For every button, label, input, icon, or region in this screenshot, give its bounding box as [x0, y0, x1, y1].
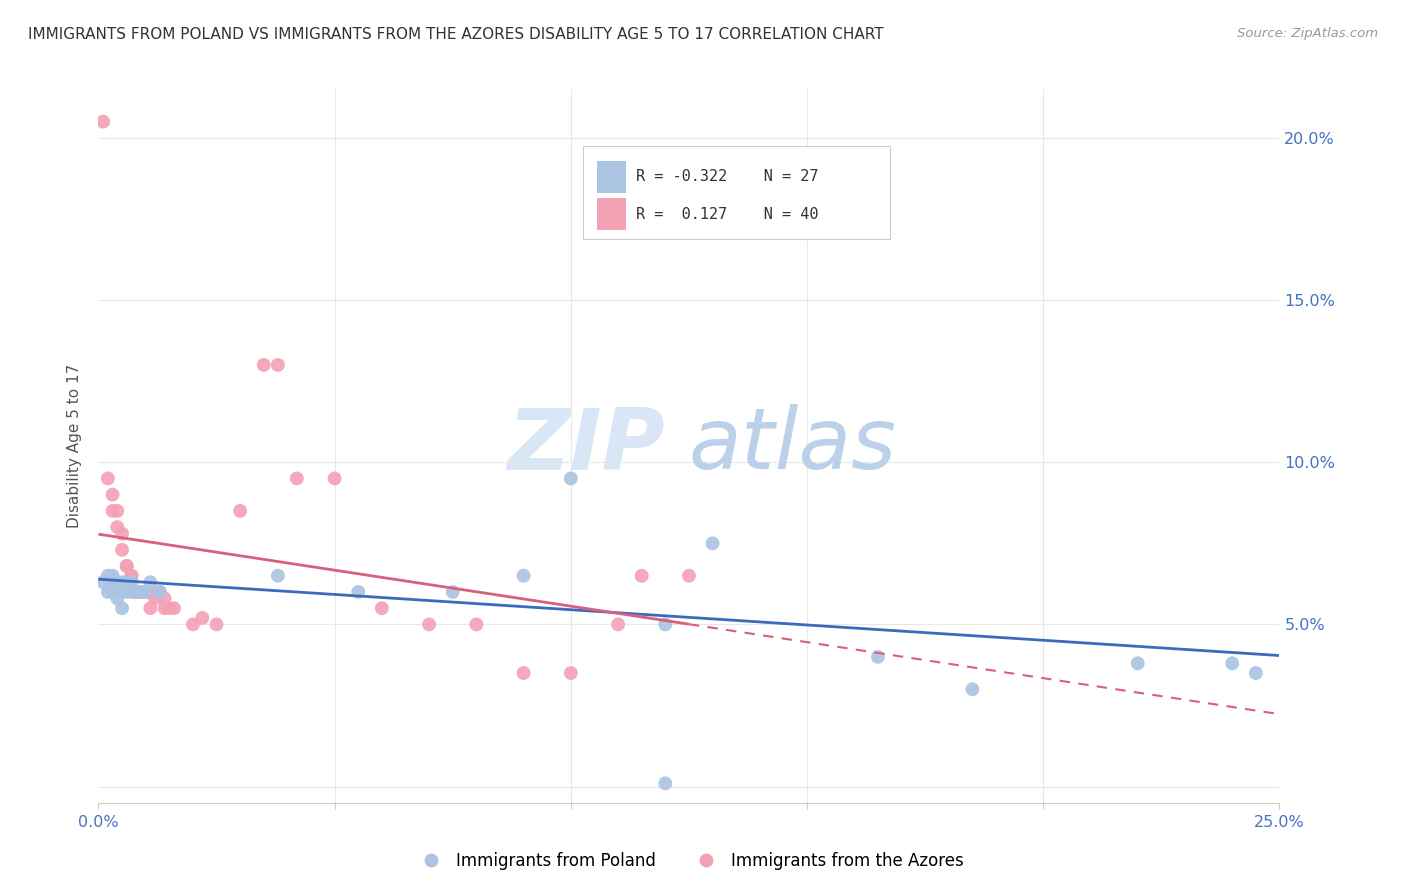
Point: [139, 601, 162, 615]
Point: [267, 568, 290, 582]
Point: [560, 666, 582, 681]
Point: [267, 358, 290, 372]
Point: [371, 601, 394, 615]
Point: [962, 682, 984, 697]
Point: [512, 666, 534, 681]
Point: [111, 526, 134, 541]
Text: R = -0.322    N = 27: R = -0.322 N = 27: [636, 169, 818, 185]
Point: [139, 585, 162, 599]
Point: [111, 542, 134, 557]
Bar: [582, 146, 890, 239]
Point: [1126, 657, 1149, 671]
Point: [153, 601, 176, 615]
Point: [97, 471, 120, 485]
Point: [135, 585, 157, 599]
Point: [121, 575, 143, 590]
Y-axis label: Disability Age 5 to 17: Disability Age 5 to 17: [67, 364, 83, 528]
Point: [115, 575, 138, 590]
Point: [101, 504, 124, 518]
Point: [181, 617, 204, 632]
Point: [630, 568, 652, 582]
Point: [139, 575, 162, 590]
Point: [465, 617, 488, 632]
Point: [702, 536, 724, 550]
Point: [229, 504, 252, 518]
Point: [121, 585, 143, 599]
Point: [101, 488, 124, 502]
Point: [205, 617, 228, 632]
Point: [97, 568, 120, 582]
Point: [1220, 657, 1243, 671]
Point: [101, 585, 124, 599]
Point: [323, 471, 346, 485]
Point: [285, 471, 308, 485]
Point: [512, 568, 534, 582]
Point: [111, 575, 134, 590]
Point: [149, 585, 172, 599]
Point: [163, 601, 186, 615]
Text: R =  0.127    N = 40: R = 0.127 N = 40: [636, 207, 818, 222]
Point: [125, 585, 148, 599]
Point: [111, 601, 134, 615]
Point: [115, 585, 138, 599]
Point: [121, 568, 143, 582]
Point: [607, 423, 630, 437]
Point: [115, 559, 138, 574]
Point: [121, 568, 143, 582]
Point: [866, 649, 889, 664]
Point: [101, 578, 124, 592]
Point: [91, 114, 114, 128]
Point: [153, 591, 176, 606]
Point: [654, 776, 676, 790]
Bar: [596, 198, 626, 230]
Point: [191, 611, 214, 625]
Point: [115, 559, 138, 574]
Point: [157, 601, 180, 615]
Point: [129, 585, 152, 599]
Point: [105, 504, 128, 518]
Point: [105, 591, 128, 606]
Point: [105, 575, 128, 590]
Point: [149, 585, 172, 599]
Point: [347, 585, 370, 599]
Point: [678, 568, 700, 582]
Point: [441, 585, 464, 599]
Point: [105, 520, 128, 534]
Point: [607, 617, 630, 632]
Point: [125, 585, 148, 599]
Point: [418, 617, 440, 632]
Text: Source: ZipAtlas.com: Source: ZipAtlas.com: [1237, 27, 1378, 40]
Point: [101, 568, 124, 582]
Point: [1244, 666, 1267, 681]
Point: [125, 585, 148, 599]
Point: [97, 585, 120, 599]
Point: [143, 591, 166, 606]
Bar: [596, 161, 626, 193]
Point: [111, 585, 134, 599]
Text: IMMIGRANTS FROM POLAND VS IMMIGRANTS FROM THE AZORES DISABILITY AGE 5 TO 17 CORR: IMMIGRANTS FROM POLAND VS IMMIGRANTS FRO…: [28, 27, 884, 42]
Point: [654, 617, 676, 632]
Point: [253, 358, 276, 372]
Legend: Immigrants from Poland, Immigrants from the Azores: Immigrants from Poland, Immigrants from …: [408, 846, 970, 877]
Point: [129, 585, 152, 599]
Point: [135, 585, 157, 599]
Text: ZIP: ZIP: [508, 404, 665, 488]
Text: atlas: atlas: [689, 404, 897, 488]
Point: [91, 575, 114, 590]
Point: [560, 471, 582, 485]
